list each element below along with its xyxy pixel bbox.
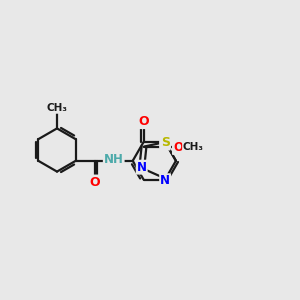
Text: S: S bbox=[160, 136, 169, 149]
Text: O: O bbox=[89, 176, 100, 188]
Text: N: N bbox=[137, 161, 147, 174]
Text: O: O bbox=[173, 141, 183, 154]
Text: CH₃: CH₃ bbox=[46, 103, 68, 113]
Text: N: N bbox=[160, 174, 170, 187]
Text: O: O bbox=[138, 115, 149, 128]
Text: N: N bbox=[160, 135, 170, 148]
Text: CH₃: CH₃ bbox=[183, 142, 204, 152]
Text: NH: NH bbox=[104, 153, 124, 167]
